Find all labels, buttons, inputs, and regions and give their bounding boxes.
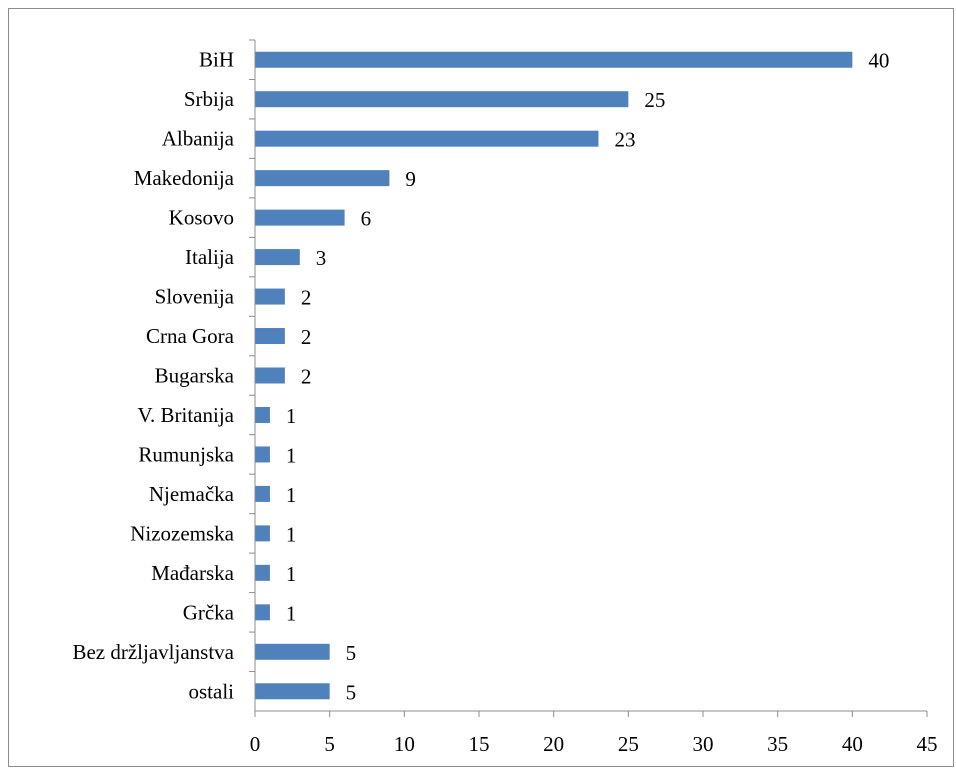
bar-3 (255, 170, 390, 187)
category-label: Bugarska (155, 364, 235, 388)
data-label: 3 (316, 246, 327, 270)
bar-1 (255, 91, 629, 108)
x-tick-label: 45 (917, 732, 938, 756)
bar-4 (255, 209, 345, 226)
category-label: Kosovo (169, 206, 234, 230)
category-label: Bez držljavljanstva (72, 640, 234, 664)
axes: 0 5 10 15 20 25 30 35 40 45 (249, 39, 938, 756)
data-label: 1 (286, 443, 297, 467)
bar-9 (255, 406, 270, 423)
data-label: 1 (286, 483, 297, 507)
data-label: 1 (286, 404, 297, 428)
x-tick-label: 0 (250, 732, 261, 756)
bar-6 (255, 288, 285, 305)
category-label: V. Britanija (138, 403, 235, 427)
bar-11 (255, 485, 270, 502)
x-tick-label: 35 (767, 732, 788, 756)
bar-8 (255, 367, 285, 384)
category-label: Nizozemska (130, 521, 234, 545)
x-tick-label: 20 (543, 732, 564, 756)
category-label: Slovenija (155, 285, 235, 309)
data-label: 25 (644, 88, 665, 112)
bar-2 (255, 130, 599, 147)
data-label: 2 (301, 365, 312, 389)
bar-5 (255, 249, 300, 266)
category-label: Srbija (184, 87, 235, 111)
category-label: Makedonija (134, 166, 235, 190)
x-tick-label: 10 (394, 732, 415, 756)
bar-10 (255, 446, 270, 463)
category-labels: BiH Srbija Albanija Makedonija Kosovo Italija… (72, 48, 234, 704)
bar-16 (255, 683, 330, 700)
x-tick-label: 15 (469, 732, 490, 756)
bar-0 (255, 51, 853, 68)
data-label: 2 (301, 286, 312, 310)
category-label: Italija (185, 245, 235, 269)
x-tick-label: 30 (693, 732, 714, 756)
data-label: 40 (868, 49, 889, 73)
data-label: 2 (301, 325, 312, 349)
bar-15 (255, 643, 330, 660)
category-label: Crna Gora (146, 324, 235, 348)
category-label: ostali (189, 679, 235, 703)
bar-7 (255, 328, 285, 345)
data-label: 1 (286, 601, 297, 625)
data-label: 5 (346, 641, 357, 665)
data-label: 9 (405, 167, 416, 191)
data-label: 5 (346, 680, 357, 704)
category-label: Albanija (162, 127, 235, 151)
bars-layer (255, 51, 853, 700)
bar-12 (255, 525, 270, 542)
data-label: 1 (286, 522, 297, 546)
data-label: 23 (614, 128, 635, 152)
bar-13 (255, 564, 270, 581)
category-label: Grčka (183, 600, 235, 624)
bar-14 (255, 604, 270, 621)
category-label: BiH (199, 48, 234, 72)
x-tick-label: 5 (324, 732, 335, 756)
x-tick-label: 25 (618, 732, 639, 756)
category-label: Mađarska (151, 561, 234, 585)
x-tick-label: 40 (842, 732, 863, 756)
data-label: 1 (286, 562, 297, 586)
category-label: Njemačka (149, 482, 235, 506)
data-label: 6 (361, 207, 372, 231)
category-label: Rumunjska (138, 442, 234, 466)
